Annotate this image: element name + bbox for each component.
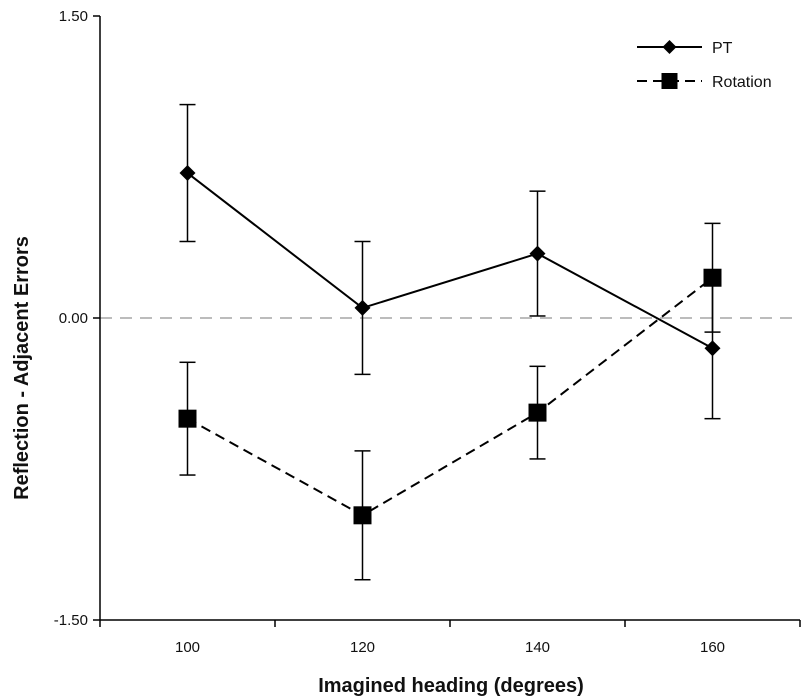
- data-point-square: [353, 506, 372, 525]
- x-tick-label: 100: [175, 639, 200, 656]
- axes: -1.50 0.00 1.50 100 120 140 160: [54, 8, 801, 656]
- y-axis-title: Reflection - Adjacent Errors: [11, 236, 33, 500]
- series-rotation: [178, 222, 722, 581]
- y-tick-label: -1.50: [54, 612, 88, 629]
- data-point-diamond: [179, 165, 196, 182]
- legend-label: Rotation: [712, 74, 772, 91]
- x-tick-label: 140: [525, 639, 550, 656]
- y-tick-label: 0.00: [59, 310, 88, 327]
- series-line-pt: [186, 172, 713, 350]
- x-tick-label: 160: [700, 639, 725, 656]
- x-axis-title: Imagined heading (degrees): [318, 675, 584, 697]
- series-layer: [178, 103, 722, 581]
- data-point-square: [178, 409, 197, 428]
- legend-label: PT: [712, 40, 733, 57]
- series-line-rotation: [187, 276, 714, 517]
- data-point-diamond: [704, 340, 721, 357]
- data-point-diamond: [354, 299, 371, 316]
- data-point-square: [528, 403, 547, 422]
- y-tick-label: 1.50: [59, 8, 88, 25]
- legend-marker-diamond: [662, 40, 677, 54]
- data-point-diamond: [529, 245, 546, 262]
- x-tick-label: 120: [350, 639, 375, 656]
- legend-item-rotation: Rotation: [637, 73, 772, 91]
- legend-marker-square: [661, 73, 678, 89]
- legend-item-pt: PT: [637, 40, 733, 57]
- data-point-square: [703, 268, 722, 287]
- series-pt: [179, 103, 721, 420]
- legend: PT Rotation: [637, 40, 772, 91]
